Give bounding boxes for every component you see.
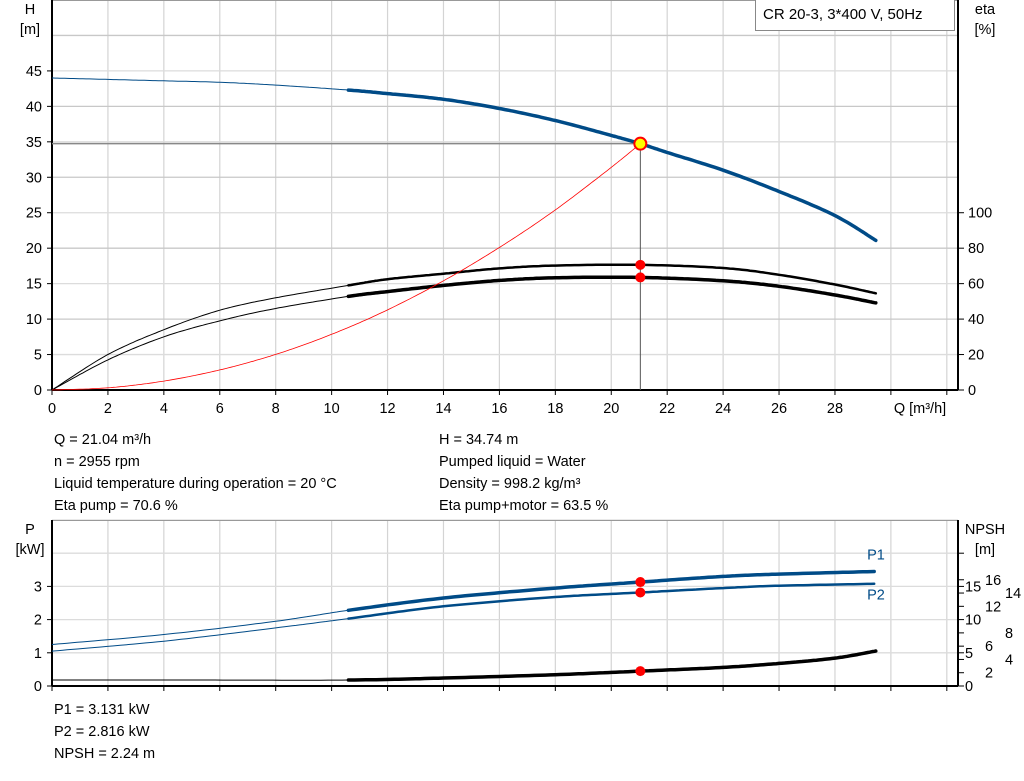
curve-eta-pump-motor-operating-range — [346, 275, 878, 305]
x-tick-label: 16 — [491, 401, 507, 417]
info-n: n = 2955 rpm — [54, 454, 140, 470]
info-h: H = 34.74 m — [439, 432, 519, 448]
y2-tick-label: 100 — [968, 206, 992, 222]
y-tick-label: 35 — [26, 135, 42, 151]
y2-tick-label: 80 — [968, 241, 984, 257]
info-liquid: Pumped liquid = Water — [439, 454, 586, 470]
series-label-P1: P1 — [867, 547, 885, 563]
x-tick-label: 12 — [379, 401, 395, 417]
series-label-P2: P2 — [867, 588, 885, 604]
y2-tick-label: 4 — [1005, 652, 1013, 668]
y2-tick-label: 6 — [985, 639, 993, 655]
y-tick-label: 3 — [34, 579, 42, 595]
y-tick-label: 0 — [34, 679, 42, 695]
y-tick-label: 45 — [26, 64, 42, 80]
y2-tick-label: 0 — [968, 383, 976, 399]
info-p1: P1 = 3.131 kW — [54, 702, 150, 718]
x-tick-label: 4 — [160, 401, 168, 417]
y-tick-label: 1 — [34, 646, 42, 662]
y2-tick-label: 20 — [968, 348, 984, 364]
x-tick-label: 0 — [48, 401, 56, 417]
y2-tick-label: 2 — [985, 666, 993, 682]
y-axis-label: H — [25, 2, 35, 18]
y2-tick-label: 14 — [1005, 586, 1021, 602]
curve-eta-pump-motor — [51, 276, 876, 391]
marker-eta-pump — [635, 259, 646, 270]
info-eta-pump: Eta pump = 70.6 % — [54, 498, 178, 514]
y2-tick-label: 40 — [968, 312, 984, 328]
curve-system-curve — [51, 143, 640, 391]
x-axis-label: Q [m³/h] — [894, 401, 946, 417]
y-tick-label: 30 — [26, 170, 42, 186]
info-npsh: NPSH = 2.24 m — [54, 746, 156, 762]
y-tick-label: 20 — [26, 241, 42, 257]
y-tick-label: 10 — [26, 312, 42, 328]
x-tick-label: 18 — [547, 401, 563, 417]
info-density: Density = 998.2 kg/m³ — [439, 476, 581, 492]
info-bottom: P1 = 3.131 kW P2 = 2.816 kW NPSH = 2.24 … — [54, 699, 155, 765]
info-temp: Liquid temperature during operation = 20… — [54, 476, 337, 492]
x-tick-label: 2 — [104, 401, 112, 417]
marker-npsh — [635, 666, 646, 677]
y2-tick-label: 8 — [1005, 626, 1013, 642]
x-tick-label: 26 — [771, 401, 787, 417]
y2-tick-label: 10 — [965, 613, 981, 629]
marker-p1 — [635, 577, 646, 588]
curve-P1 — [51, 571, 875, 645]
y-tick-label: 5 — [34, 348, 42, 364]
info-top-left: Q = 21.04 m³/h n = 2955 rpm Liquid tempe… — [54, 429, 337, 517]
info-q: Q = 21.04 m³/h — [54, 432, 152, 448]
y-tick-label: 0 — [34, 383, 42, 399]
y2-axis-unit: [%] — [975, 22, 996, 38]
marker-eta-pump-motor — [635, 272, 646, 283]
x-tick-label: 8 — [272, 401, 280, 417]
y-axis-unit: [m] — [20, 22, 40, 38]
x-tick-label: 22 — [659, 401, 675, 417]
curve-P2 — [51, 583, 875, 652]
info-p2: P2 = 2.816 kW — [54, 724, 150, 740]
y2-tick-label: 15 — [965, 579, 981, 595]
y-tick-label: 25 — [26, 206, 42, 222]
marker-p2 — [635, 587, 646, 598]
y-axis-label: P — [25, 522, 35, 538]
x-tick-label: 10 — [324, 401, 340, 417]
curve-NPSH-operating-range — [346, 649, 878, 682]
y2-axis-label: NPSH — [965, 522, 1005, 538]
marker-duty-point — [633, 136, 648, 151]
y2-tick-label: 12 — [985, 599, 1001, 615]
y2-axis-label: eta — [975, 2, 996, 18]
y2-tick-label: 0 — [965, 679, 973, 695]
x-tick-label: 24 — [715, 401, 731, 417]
x-tick-label: 28 — [827, 401, 843, 417]
curve-H-operating-range — [346, 88, 878, 243]
y2-axis-unit: [m] — [975, 542, 995, 558]
y2-tick-label: 16 — [985, 573, 1001, 589]
curve-eta-pump-operating-range — [347, 263, 878, 295]
chart-title: CR 20-3, 3*400 V, 50Hz — [755, 0, 955, 31]
y-axis-unit: [kW] — [16, 542, 45, 558]
info-eta-pump-motor: Eta pump+motor = 63.5 % — [439, 498, 609, 514]
y-tick-label: 40 — [26, 99, 42, 115]
x-tick-label: 20 — [603, 401, 619, 417]
y-tick-label: 15 — [26, 277, 42, 293]
y-tick-label: 2 — [34, 613, 42, 629]
x-tick-label: 14 — [435, 401, 451, 417]
x-tick-label: 6 — [216, 401, 224, 417]
y2-tick-label: 5 — [965, 646, 973, 662]
info-top-right: H = 34.74 m Pumped liquid = Water Densit… — [439, 429, 608, 517]
y2-tick-label: 60 — [968, 277, 984, 293]
